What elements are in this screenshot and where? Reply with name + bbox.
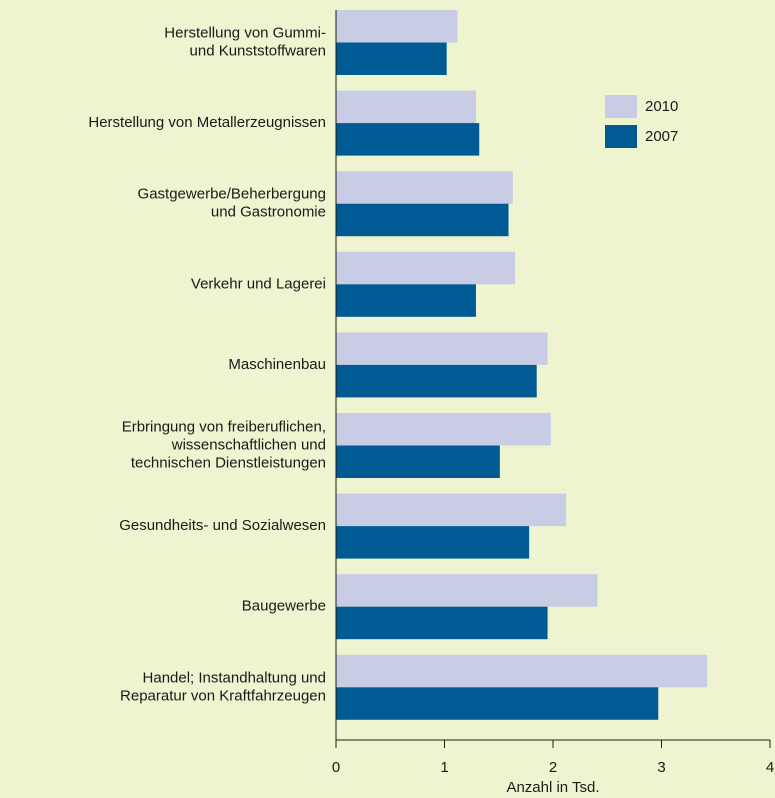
bar [336,364,537,398]
bar [336,284,476,317]
bar [336,171,513,204]
bar [336,90,476,124]
legend-label: 2007 [645,128,678,145]
bar [336,42,447,75]
y-tick-label: Maschinenbau [228,356,326,373]
y-tick-label: Gesundheits- und Sozialwesen [119,517,326,534]
y-tick-label: Herstellung von Metallerzeugnissen [88,114,326,131]
bar [336,606,548,640]
x-axis-label: Anzahl in Tsd. [506,779,599,796]
bar [336,574,598,607]
bar [336,526,530,559]
bar [336,203,509,237]
legend-swatch [605,125,637,148]
x-tick-label: 3 [657,759,665,776]
y-tick-label: Gastgewerbe/Beherbergung und Gastronomie [138,186,326,221]
bar [336,251,516,285]
bar [336,687,659,720]
y-tick-label: Baugewerbe [242,598,326,615]
x-tick-label: 1 [440,759,448,776]
bar [336,445,500,478]
y-tick-label: Handel; Instandhaltung und Reparatur von … [120,669,326,704]
bar [336,332,548,365]
bar [336,654,708,688]
bar [336,10,458,43]
y-tick-label: Verkehr und Lagerei [191,275,326,292]
legend-swatch [605,95,637,118]
bar [336,413,551,446]
x-tick-label: 0 [332,759,340,776]
bar [336,123,480,156]
legend-label: 2010 [645,98,678,115]
y-tick-label: Herstellung von Gummi-und Kunststoffware… [164,24,326,59]
bar [336,493,567,527]
x-tick-label: 2 [549,759,557,776]
x-tick-label: 4 [766,759,774,776]
y-tick-label: Erbringung von freiberuflichen, wissensch… [122,418,326,471]
